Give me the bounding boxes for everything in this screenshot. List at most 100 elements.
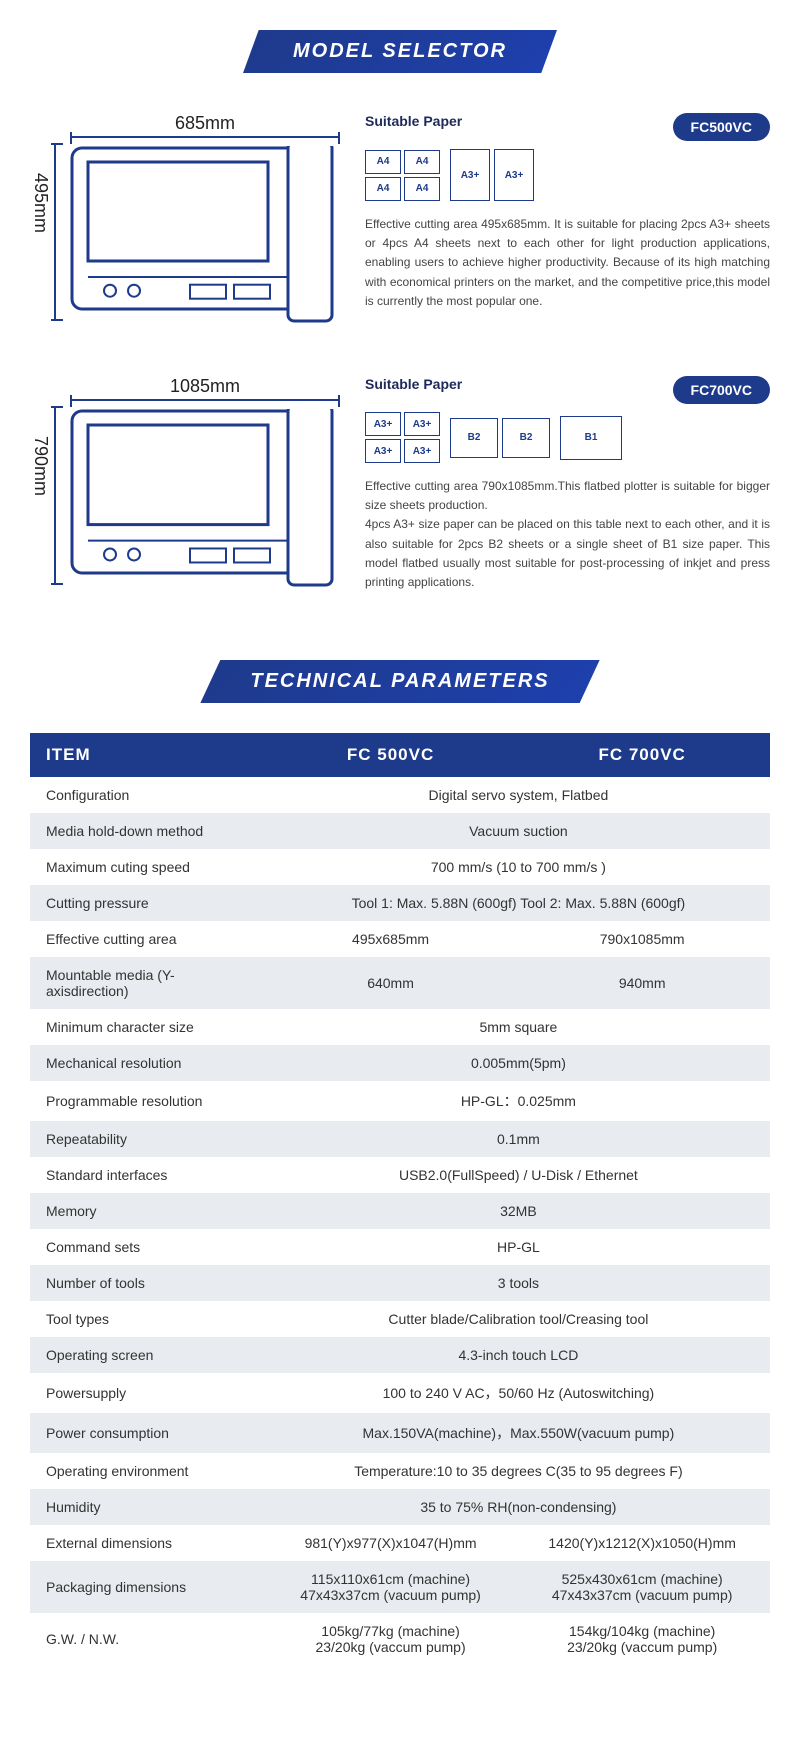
paper-box: B1	[560, 416, 622, 460]
row-label: Operating environment	[30, 1453, 267, 1489]
table-row: Minimum character size5mm square	[30, 1009, 770, 1045]
row-value: 981(Y)x977(X)x1047(H)mm	[267, 1525, 515, 1561]
row-label: Powersupply	[30, 1373, 267, 1413]
row-value: 105kg/77kg (machine)23/20kg (vaccum pump…	[267, 1613, 515, 1665]
table-row: Mountable media (Y-axisdirection)640mm94…	[30, 957, 770, 1009]
table-header: FC 500VC	[267, 733, 515, 777]
table-row: Operating environmentTemperature:10 to 3…	[30, 1453, 770, 1489]
table-row: Number of tools3 tools	[30, 1265, 770, 1301]
row-label: Configuration	[30, 777, 267, 813]
model-selector-banner: MODEL SELECTOR	[0, 30, 800, 73]
paper-box: A3+	[365, 439, 401, 463]
paper-box: A3+	[404, 412, 440, 436]
dimension-bar-vertical	[54, 406, 56, 585]
row-label: Media hold-down method	[30, 813, 267, 849]
row-value: 790x1085mm	[514, 921, 770, 957]
row-value: Temperature:10 to 35 degrees C(35 to 95 …	[267, 1453, 770, 1489]
row-value: 154kg/104kg (machine)23/20kg (vaccum pum…	[514, 1613, 770, 1665]
model-badge: FC700VC	[673, 376, 770, 404]
paper-box: B2	[502, 418, 550, 458]
model-section-fc700vc: 1085mm 790mm Suitable Paper FC700VC A3+A…	[0, 366, 800, 630]
row-value: 700 mm/s (10 to 700 mm/s )	[267, 849, 770, 885]
row-value: Max.150VA(machine)，Max.550W(vacuum pump)	[267, 1413, 770, 1453]
paper-group: A3+A3+A3+A3+	[365, 412, 440, 463]
info-column: Suitable Paper FC700VC A3+A3+A3+A3+B2B2B…	[365, 376, 770, 600]
dimension-bar-horizontal	[70, 399, 340, 401]
paper-group: B1	[560, 416, 622, 460]
row-label: G.W. / N.W.	[30, 1613, 267, 1665]
banner-title: TECHNICAL PARAMETERS	[200, 660, 599, 703]
dimension-width: 685mm	[30, 113, 340, 136]
row-value: 115x110x61cm (machine)47x43x37cm (vacuum…	[267, 1561, 515, 1613]
table-row: G.W. / N.W.105kg/77kg (machine)23/20kg (…	[30, 1613, 770, 1665]
row-value: 0.005mm(5pm)	[267, 1045, 770, 1081]
table-row: External dimensions981(Y)x977(X)x1047(H)…	[30, 1525, 770, 1561]
model-badge: FC500VC	[673, 113, 770, 141]
row-value: 940mm	[514, 957, 770, 1009]
paper-box: A3+	[450, 149, 490, 201]
paper-box: A3+	[404, 439, 440, 463]
row-value: Vacuum suction	[267, 813, 770, 849]
suitable-paper-label: Suitable Paper	[365, 376, 462, 392]
banner-title: MODEL SELECTOR	[243, 30, 557, 73]
dimension-height: 495mm	[30, 173, 51, 233]
paper-box: A4	[404, 150, 440, 174]
table-row: Programmable resolutionHP-GL：0.025mm	[30, 1081, 770, 1121]
row-value: 32MB	[267, 1193, 770, 1229]
table-row: Repeatability0.1mm	[30, 1121, 770, 1157]
info-column: Suitable Paper FC500VC A4A4A4A4A3+A3+ Ef…	[365, 113, 770, 336]
diagram-column: 685mm 495mm	[30, 113, 340, 336]
row-label: Power consumption	[30, 1413, 267, 1453]
paper-group: B2B2	[450, 418, 550, 458]
paper-box: A4	[365, 177, 401, 201]
row-value: HP-GL	[267, 1229, 770, 1265]
row-value: 495x685mm	[267, 921, 515, 957]
row-label: Tool types	[30, 1301, 267, 1337]
row-value: 640mm	[267, 957, 515, 1009]
table-row: Cutting pressureTool 1: Max. 5.88N (600g…	[30, 885, 770, 921]
row-label: Mechanical resolution	[30, 1045, 267, 1081]
table-row: Mechanical resolution0.005mm(5pm)	[30, 1045, 770, 1081]
suitable-paper-label: Suitable Paper	[365, 113, 462, 129]
table-row: Tool typesCutter blade/Calibration tool/…	[30, 1301, 770, 1337]
paper-box: A4	[365, 150, 401, 174]
table-row: Operating screen4.3-inch touch LCD	[30, 1337, 770, 1373]
row-label: Mountable media (Y-axisdirection)	[30, 957, 267, 1009]
models-container: 685mm 495mm Suitable Paper FC500VC A4A4A…	[0, 103, 800, 630]
row-label: Cutting pressure	[30, 885, 267, 921]
row-label: Memory	[30, 1193, 267, 1229]
row-label: Humidity	[30, 1489, 267, 1525]
table-row: Humidity35 to 75% RH(non-condensing)	[30, 1489, 770, 1525]
row-value: 100 to 240 V AC，50/60 Hz (Autoswitching)	[267, 1373, 770, 1413]
row-value: Digital servo system, Flatbed	[267, 777, 770, 813]
row-value: 0.1mm	[267, 1121, 770, 1157]
row-value: HP-GL：0.025mm	[267, 1081, 770, 1121]
paper-row: A4A4A4A4A3+A3+	[365, 149, 770, 201]
row-label: Operating screen	[30, 1337, 267, 1373]
technical-parameters-table: ITEMFC 500VCFC 700VC ConfigurationDigita…	[30, 733, 770, 1665]
model-description: Effective cutting area 495x685mm. It is …	[365, 215, 770, 311]
paper-box: A4	[404, 177, 440, 201]
table-row: Memory32MB	[30, 1193, 770, 1229]
dimension-bar-horizontal	[70, 136, 340, 138]
row-value: 1420(Y)x1212(X)x1050(H)mm	[514, 1525, 770, 1561]
row-value: 3 tools	[267, 1265, 770, 1301]
row-value: 525x430x61cm (machine)47x43x37cm (vacuum…	[514, 1561, 770, 1613]
table-row: ConfigurationDigital servo system, Flatb…	[30, 777, 770, 813]
row-label: Standard interfaces	[30, 1157, 267, 1193]
table-header: ITEM	[30, 733, 267, 777]
row-label: Programmable resolution	[30, 1081, 267, 1121]
table-row: Power consumptionMax.150VA(machine)，Max.…	[30, 1413, 770, 1453]
table-row: Maximum cuting speed700 mm/s (10 to 700 …	[30, 849, 770, 885]
table-row: Standard interfacesUSB2.0(FullSpeed) / U…	[30, 1157, 770, 1193]
row-label: Number of tools	[30, 1265, 267, 1301]
row-value: 4.3-inch touch LCD	[267, 1337, 770, 1373]
table-row: Effective cutting area495x685mm790x1085m…	[30, 921, 770, 957]
paper-group: A4A4A4A4	[365, 150, 440, 201]
paper-box: A3+	[494, 149, 534, 201]
row-label: Packaging dimensions	[30, 1561, 267, 1613]
row-label: Repeatability	[30, 1121, 267, 1157]
table-row: Command setsHP-GL	[30, 1229, 770, 1265]
model-description: Effective cutting area 790x1085mm.This f…	[365, 477, 770, 592]
dimension-width: 1085mm	[30, 376, 340, 399]
